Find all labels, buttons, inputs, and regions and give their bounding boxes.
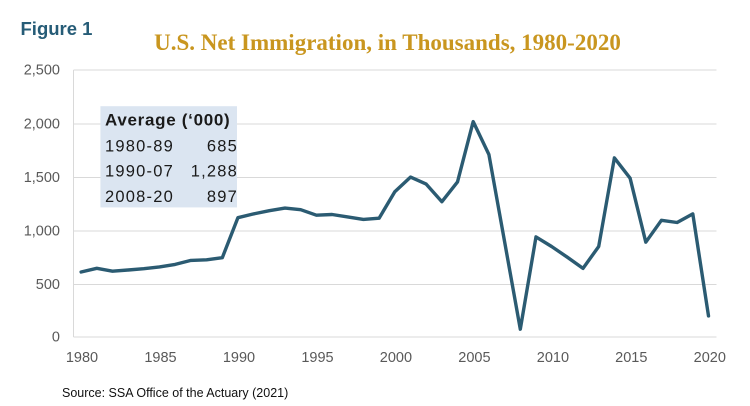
svg-text:1980-89: 1980-89 — [105, 138, 174, 156]
svg-text:1985: 1985 — [144, 350, 176, 366]
svg-text:2020: 2020 — [694, 350, 726, 366]
svg-text:0: 0 — [52, 330, 60, 346]
svg-text:1,288: 1,288 — [191, 163, 238, 181]
svg-text:1,500: 1,500 — [24, 170, 60, 186]
svg-text:2,500: 2,500 — [24, 63, 60, 79]
svg-text:Source: SSA Office of the Actu: Source: SSA Office of the Actuary (2021) — [62, 386, 288, 400]
svg-text:2010: 2010 — [537, 350, 569, 366]
svg-text:685: 685 — [207, 138, 238, 156]
svg-text:2,000: 2,000 — [24, 117, 60, 133]
svg-text:2015: 2015 — [615, 350, 647, 366]
svg-text:U.S. Net Immigration, in Thous: U.S. Net Immigration, in Thousands, 1980… — [154, 30, 621, 55]
svg-text:1990: 1990 — [223, 350, 255, 366]
svg-text:Average (‘000): Average (‘000) — [105, 111, 230, 130]
svg-text:1995: 1995 — [301, 350, 333, 366]
svg-text:897: 897 — [207, 188, 238, 206]
svg-text:500: 500 — [36, 277, 60, 293]
svg-text:2008-20: 2008-20 — [105, 188, 174, 206]
svg-text:1980: 1980 — [66, 350, 98, 366]
svg-text:1,000: 1,000 — [24, 224, 60, 240]
svg-text:2000: 2000 — [380, 350, 412, 366]
svg-text:Figure 1: Figure 1 — [21, 18, 93, 39]
svg-text:1990-07: 1990-07 — [105, 163, 174, 181]
svg-text:2005: 2005 — [458, 350, 490, 366]
